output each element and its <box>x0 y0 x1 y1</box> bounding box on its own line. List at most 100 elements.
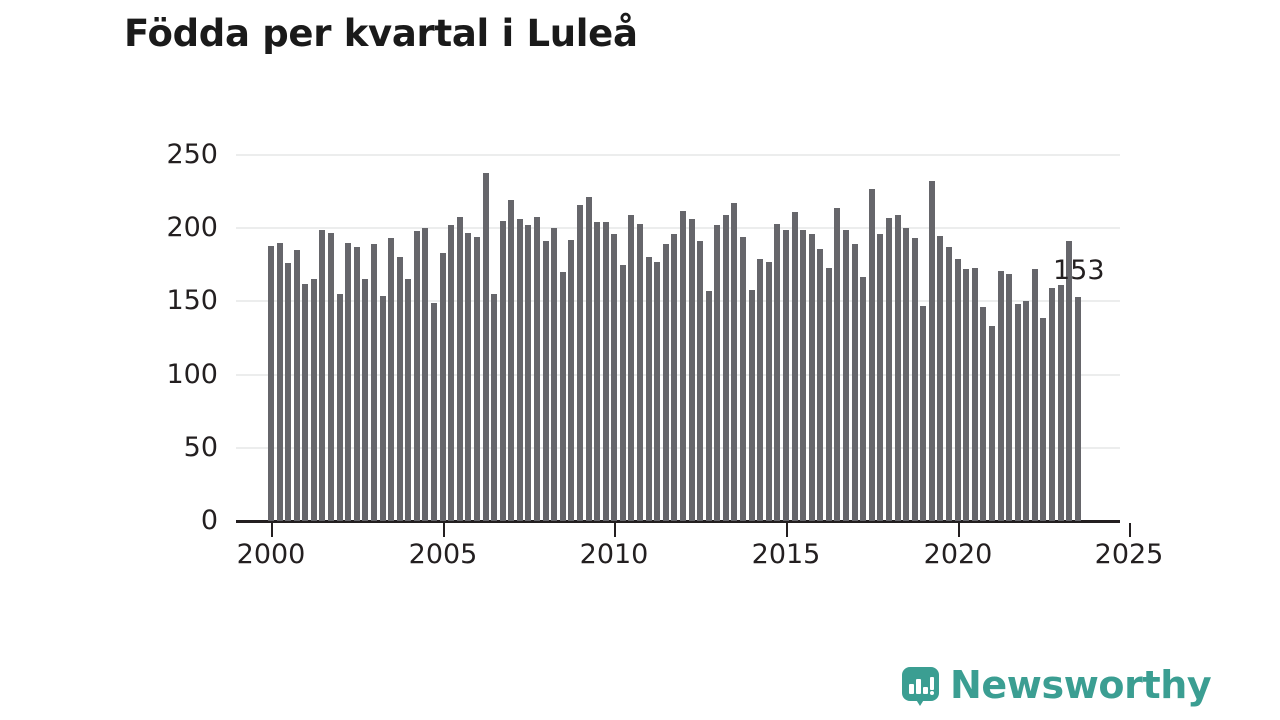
y-axis-tick-label: 0 <box>200 505 218 536</box>
bar <box>731 203 737 521</box>
x-axis-tick-mark <box>614 523 616 537</box>
bar <box>603 222 609 521</box>
x-axis-tick-mark <box>271 523 273 537</box>
bar <box>929 181 935 521</box>
bar-series <box>236 155 1120 521</box>
gridline-0 <box>236 520 1120 523</box>
bar <box>783 229 789 521</box>
y-axis-tick-label: 50 <box>183 431 218 463</box>
bar <box>963 269 969 521</box>
bar <box>697 241 703 521</box>
gridline-50 <box>236 446 1120 449</box>
bar <box>989 326 995 521</box>
bar <box>749 289 755 521</box>
bar <box>1006 273 1012 521</box>
bar <box>448 225 454 521</box>
bar <box>689 219 695 521</box>
bar <box>1075 297 1081 521</box>
plot-area <box>236 154 1120 523</box>
bar <box>302 283 308 521</box>
bar <box>620 264 626 521</box>
highlight-value-label: 153 <box>1053 255 1105 286</box>
bar <box>1066 241 1072 521</box>
bar <box>568 239 574 521</box>
bar <box>586 197 592 521</box>
bar <box>1049 288 1055 521</box>
bar <box>671 234 677 521</box>
bar <box>1015 304 1021 521</box>
bubble-tail <box>915 697 925 706</box>
bar <box>577 204 583 521</box>
bar-chart-speech-bubble-icon <box>902 666 939 706</box>
bar <box>440 253 446 521</box>
x-axis-tick-label: 2000 <box>236 539 306 570</box>
gridline-250 <box>236 154 1120 156</box>
bar <box>852 244 858 521</box>
x-axis-tick-mark <box>1129 523 1131 537</box>
bar <box>457 216 463 521</box>
exclamation-dot-icon <box>930 690 934 695</box>
bar <box>1032 269 1038 521</box>
bar <box>483 172 489 521</box>
bar <box>268 245 274 521</box>
bar <box>388 238 394 521</box>
bar <box>972 267 978 521</box>
bar <box>543 241 549 521</box>
bar <box>903 228 909 521</box>
bar <box>817 248 823 521</box>
bar <box>1058 285 1064 521</box>
bar <box>380 295 386 521</box>
logo-bar-1 <box>909 683 914 694</box>
bar <box>628 215 634 521</box>
y-axis-tick-label: 200 <box>166 212 218 244</box>
bar <box>714 225 720 521</box>
bar <box>354 247 360 521</box>
bar <box>285 263 291 521</box>
bar <box>740 236 746 521</box>
x-axis-tick-mark <box>443 523 445 537</box>
x-axis-tick-label: 2020 <box>923 539 993 570</box>
bar <box>500 220 506 521</box>
x-axis-tick-label: 2025 <box>1094 539 1164 570</box>
logo-bar-3 <box>923 686 928 694</box>
bar <box>646 257 652 521</box>
bar <box>706 291 712 521</box>
bar <box>405 279 411 521</box>
bar <box>886 217 892 521</box>
bar <box>319 229 325 521</box>
bar <box>877 234 883 521</box>
y-axis-tick-label: 100 <box>166 358 218 390</box>
bar <box>362 279 368 521</box>
bar <box>920 305 926 521</box>
bar <box>551 228 557 521</box>
bar <box>843 229 849 521</box>
newsworthy-logo: Newsworthy <box>902 666 1212 706</box>
bar <box>637 223 643 521</box>
bar <box>809 234 815 521</box>
x-axis-tick-mark <box>958 523 960 537</box>
bar <box>826 267 832 521</box>
bar <box>860 276 866 521</box>
bar <box>474 236 480 521</box>
bar <box>663 244 669 521</box>
bar <box>792 212 798 521</box>
bar <box>834 207 840 521</box>
bar <box>431 302 437 521</box>
bar <box>800 229 806 521</box>
bar <box>980 307 986 521</box>
bar <box>277 242 283 521</box>
bar <box>654 261 660 521</box>
bar <box>311 279 317 521</box>
bar <box>397 257 403 521</box>
bar <box>998 270 1004 521</box>
y-axis-tick-label: 150 <box>166 285 218 317</box>
logo-bar-2 <box>916 678 921 694</box>
bar <box>345 242 351 521</box>
x-axis-tick-label: 2015 <box>751 539 821 570</box>
bar <box>937 235 943 521</box>
bar <box>869 188 875 521</box>
x-axis: 2000 2005 2010 2015 2020 2025 <box>236 521 1163 581</box>
bar <box>611 234 617 521</box>
gridline-200 <box>236 227 1120 230</box>
